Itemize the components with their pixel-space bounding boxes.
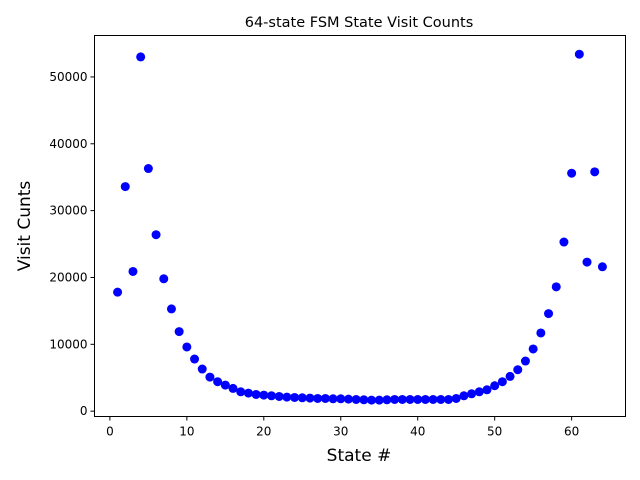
data-point: [597, 262, 607, 272]
axis-ticks: 0 10 20 30 40 50 60 0 10000 20000 30000 40000 50000: [49, 70, 579, 439]
data-point: [490, 381, 500, 391]
data-point: [482, 385, 492, 395]
data-point: [328, 394, 338, 404]
data-point: [143, 164, 153, 174]
data-point: [236, 387, 246, 397]
data-point: [120, 182, 130, 192]
data-point: [320, 393, 330, 403]
data-point: [113, 287, 123, 297]
data-point: [290, 392, 300, 402]
data-point: [267, 391, 276, 401]
data-point: [405, 394, 415, 404]
data-point: [574, 49, 584, 59]
x-axis-label: State #: [327, 446, 392, 466]
data-points: [113, 49, 607, 405]
data-point: [544, 309, 554, 319]
data-point: [413, 394, 423, 404]
data-point: [397, 394, 407, 404]
data-point: [313, 393, 323, 403]
x-tick-label: 10: [179, 425, 194, 439]
data-point: [128, 266, 138, 276]
y-tick-label: 10000: [49, 337, 87, 351]
x-tick-label: 30: [333, 425, 348, 439]
data-point: [567, 168, 577, 178]
data-point: [136, 52, 146, 62]
y-tick-label: 20000: [49, 270, 87, 284]
data-point: [420, 394, 430, 404]
data-point: [536, 328, 546, 338]
y-tick-label: 30000: [49, 204, 87, 218]
data-point: [351, 394, 361, 404]
data-point: [182, 342, 192, 352]
data-point: [559, 237, 569, 247]
data-point: [190, 354, 200, 364]
data-point: [382, 395, 392, 405]
data-point: [428, 394, 438, 404]
data-point: [205, 372, 215, 382]
data-point: [259, 390, 269, 400]
data-point: [497, 377, 507, 387]
data-point: [513, 365, 523, 375]
data-point: [582, 257, 592, 267]
x-tick-label: 0: [106, 425, 114, 439]
data-point: [151, 230, 161, 240]
data-point: [174, 327, 184, 337]
x-tick-label: 40: [410, 425, 425, 439]
data-point: [467, 389, 477, 399]
y-tick-label: 0: [80, 404, 88, 418]
data-point: [367, 395, 377, 405]
data-point: [520, 356, 530, 366]
data-point: [451, 393, 461, 403]
data-point: [590, 167, 600, 177]
data-point: [436, 394, 446, 404]
data-point: [243, 388, 253, 398]
data-point: [474, 387, 484, 397]
data-point: [228, 383, 238, 393]
data-point: [505, 371, 515, 381]
data-point: [166, 304, 176, 314]
data-point: [213, 377, 223, 387]
data-point: [220, 380, 230, 390]
data-point: [305, 393, 315, 403]
data-point: [444, 394, 453, 404]
data-point: [390, 394, 400, 404]
y-tick-label: 50000: [49, 70, 87, 84]
data-point: [374, 395, 384, 405]
data-point: [274, 391, 284, 401]
data-point: [459, 391, 469, 401]
x-tick-label: 20: [256, 425, 271, 439]
y-axis-label: Visit Cunts: [15, 181, 35, 272]
y-tick-label: 40000: [49, 137, 87, 151]
x-tick-label: 60: [564, 425, 579, 439]
data-point: [197, 364, 207, 374]
data-point: [159, 274, 169, 284]
data-point: [282, 392, 292, 402]
plot-frame: [94, 35, 626, 417]
x-tick-label: 50: [487, 425, 502, 439]
data-point: [528, 344, 538, 354]
data-point: [297, 393, 307, 403]
chart-title: 64-state FSM State Visit Counts: [245, 15, 474, 31]
data-point: [336, 394, 346, 404]
data-point: [359, 395, 369, 405]
data-point: [343, 394, 353, 404]
data-point: [251, 389, 261, 399]
data-point: [551, 282, 561, 292]
